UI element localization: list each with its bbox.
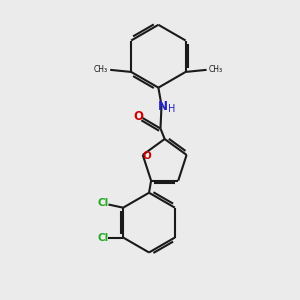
Text: H: H: [168, 103, 176, 114]
Text: CH₃: CH₃: [209, 65, 223, 74]
Text: CH₃: CH₃: [94, 65, 108, 74]
Text: Cl: Cl: [98, 232, 109, 242]
Text: Cl: Cl: [98, 199, 109, 208]
Text: N: N: [158, 100, 168, 113]
Text: O: O: [134, 110, 143, 124]
Text: O: O: [142, 151, 151, 161]
